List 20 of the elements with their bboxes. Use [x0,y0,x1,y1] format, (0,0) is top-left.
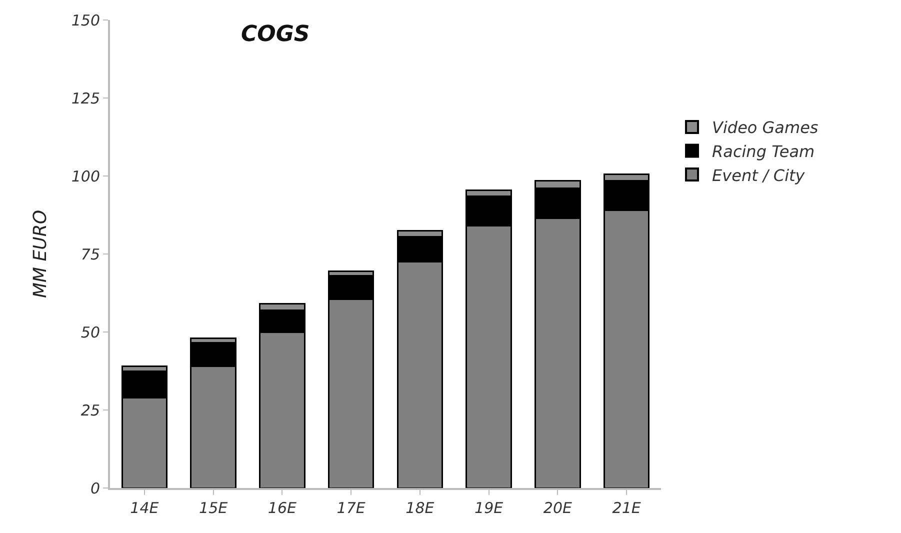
x-tick-label: 15E [199,499,228,517]
y-tick-label: 0 [90,479,100,498]
y-axis-title: MM EURO [30,210,52,298]
legend-label: Video Games [712,118,818,138]
x-tick-label: 21E [612,499,642,517]
y-tick-label: 50 [80,323,100,342]
x-tick-label: 20E [543,499,572,517]
x-tick-label: 14E [130,499,160,517]
x-tick-label: 18E [406,499,435,517]
y-tick-label: 25 [80,401,100,420]
y-tick-label: 100 [71,167,100,186]
legend-label: Event / City [712,166,806,185]
y-tick-label: 150 [71,11,100,30]
chart-title: COGS [241,22,310,47]
x-tick-label: 16E [268,499,297,517]
legend-label: Racing Team [712,142,815,161]
y-tick-label: 125 [71,89,100,108]
x-tick-label: 17E [336,499,366,517]
y-tick-label: 75 [80,245,100,264]
x-tick-label: 19E [474,499,504,517]
